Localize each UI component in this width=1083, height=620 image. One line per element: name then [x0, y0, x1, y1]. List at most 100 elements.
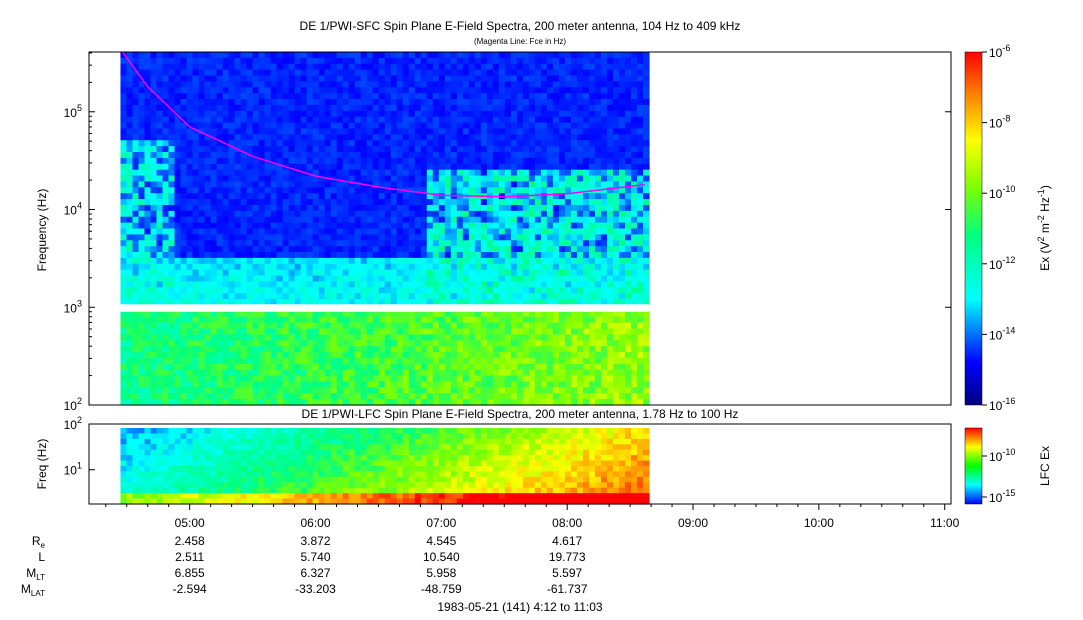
top-heatmap-cell: [210, 381, 218, 388]
top-heatmap-cell: [450, 387, 458, 394]
top-heatmap-cell: [342, 281, 350, 288]
top-heatmap-cell: [402, 146, 410, 153]
top-heatmap-cell: [366, 116, 374, 124]
top-heatmap-cell: [180, 240, 188, 247]
top-heatmap-cell: [450, 246, 458, 253]
top-heatmap-cell: [354, 193, 362, 200]
top-heatmap-cell: [384, 110, 392, 118]
top-heatmap-cell: [396, 269, 404, 277]
top-heatmap-cell: [360, 163, 368, 171]
top-heatmap-cell: [276, 163, 284, 171]
top-heatmap-cell: [444, 269, 452, 277]
top-heatmap-cell: [558, 128, 566, 135]
top-heatmap-cell: [132, 199, 140, 206]
top-heatmap-cell: [246, 222, 254, 230]
top-heatmap-cell: [582, 299, 590, 306]
top-heatmap-cell: [558, 275, 566, 283]
top-heatmap-cell: [318, 234, 326, 241]
top-heatmap-cell: [600, 328, 608, 335]
top-heatmap-cell: [402, 263, 410, 271]
top-heatmap-cell: [426, 275, 434, 283]
top-heatmap-cell: [450, 234, 458, 241]
top-heatmap-cell: [192, 369, 200, 377]
top-heatmap-cell: [312, 293, 320, 300]
top-heatmap-cell: [126, 257, 134, 265]
top-heatmap-cell: [372, 146, 380, 153]
top-heatmap-cell: [138, 387, 146, 394]
top-heatmap-cell: [204, 234, 212, 241]
top-heatmap-cell: [474, 152, 482, 159]
top-heatmap-cell: [384, 257, 392, 265]
top-heatmap-cell: [324, 310, 332, 318]
top-heatmap-cell: [480, 357, 488, 365]
top-heatmap-cell: [558, 52, 566, 59]
top-heatmap-cell: [246, 263, 254, 271]
top-heatmap-cell: [276, 252, 284, 259]
top-heatmap-cell: [168, 334, 176, 341]
top-heatmap-cell: [336, 69, 344, 77]
top-heatmap-cell: [318, 152, 326, 159]
top-heatmap-cell: [432, 69, 440, 77]
top-heatmap-cell: [618, 193, 626, 200]
top-heatmap-cell: [348, 228, 356, 235]
top-heatmap-cell: [252, 63, 260, 71]
top-heatmap-cell: [240, 157, 248, 165]
top-heatmap-cell: [600, 310, 608, 318]
top-heatmap-cell: [372, 222, 380, 230]
top-heatmap-cell: [294, 152, 302, 159]
top-heatmap-cell: [576, 93, 584, 100]
top-heatmap-cell: [480, 169, 488, 177]
top-heatmap-cell: [186, 316, 194, 324]
top-heatmap-cell: [582, 216, 590, 224]
top-heatmap-cell: [612, 75, 620, 83]
top-heatmap-cell: [384, 75, 392, 83]
top-heatmap-cell: [282, 328, 290, 335]
top-heatmap-cell: [414, 169, 422, 177]
top-heatmap-cell: [480, 163, 488, 171]
top-heatmap-cell: [456, 240, 464, 247]
top-heatmap-cell: [618, 257, 626, 265]
top-heatmap-cell: [378, 393, 386, 400]
top-heatmap-cell: [456, 122, 464, 130]
top-heatmap-cell: [288, 75, 296, 83]
top-heatmap-cell: [504, 116, 512, 124]
top-heatmap-cell: [384, 393, 392, 400]
top-heatmap-cell: [396, 387, 404, 394]
top-heatmap-cell: [432, 157, 440, 165]
top-heatmap-cell: [306, 63, 314, 71]
top-heatmap-cell: [240, 69, 248, 77]
top-heatmap-cell: [180, 128, 188, 135]
top-heatmap-cell: [270, 269, 278, 277]
top-heatmap-cell: [432, 275, 440, 283]
top-heatmap-cell: [372, 163, 380, 171]
top-heatmap-cell: [438, 87, 446, 94]
top-heatmap-cell: [258, 52, 266, 59]
top-heatmap-cell: [450, 204, 458, 212]
top-heatmap-cell: [594, 216, 602, 224]
top-heatmap-cell: [594, 93, 602, 100]
top-heatmap-cell: [510, 104, 518, 112]
top-heatmap-cell: [486, 169, 494, 177]
top-heatmap-cell: [420, 140, 428, 147]
top-heatmap-cell: [276, 352, 284, 359]
top-heatmap-cell: [264, 187, 272, 194]
top-heatmap-cell: [204, 99, 212, 106]
top-heatmap-cell: [204, 352, 212, 359]
top-heatmap-cell: [480, 252, 488, 259]
top-heatmap-cell: [546, 216, 554, 224]
top-heatmap-cell: [138, 140, 146, 147]
top-heatmap-cell: [570, 257, 578, 265]
top-heatmap-cell: [378, 316, 386, 324]
top-heatmap-cell: [372, 152, 380, 159]
top-heatmap-cell: [306, 287, 314, 294]
top-heatmap-cell: [408, 375, 416, 383]
top-heatmap-cell: [444, 393, 452, 400]
top-heatmap-cell: [258, 163, 266, 171]
top-heatmap-cell: [426, 281, 434, 288]
top-heatmap-cell: [558, 246, 566, 253]
top-heatmap-cell: [288, 357, 296, 365]
top-heatmap-cell: [366, 122, 374, 130]
top-heatmap-cell: [426, 352, 434, 359]
top-heatmap-cell: [546, 163, 554, 171]
top-heatmap-cell: [246, 181, 254, 188]
